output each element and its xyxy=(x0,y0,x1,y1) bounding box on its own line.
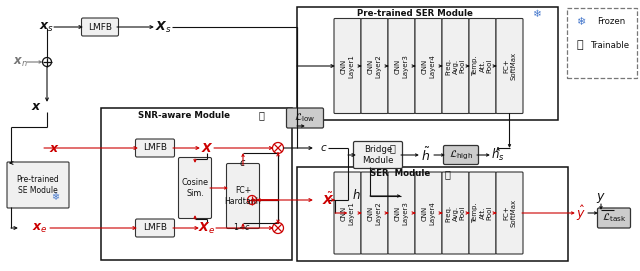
FancyBboxPatch shape xyxy=(388,18,415,114)
Text: $\boldsymbol{X}$: $\boldsymbol{X}$ xyxy=(200,141,213,154)
Text: 🔥: 🔥 xyxy=(577,40,583,50)
Text: Freq.
Avg.
Pool: Freq. Avg. Pool xyxy=(445,57,465,75)
FancyBboxPatch shape xyxy=(415,172,442,254)
FancyBboxPatch shape xyxy=(388,172,415,254)
Bar xyxy=(297,167,568,261)
Bar xyxy=(101,108,292,260)
Text: Freq.
Avg.
Pool: Freq. Avg. Pool xyxy=(445,204,465,222)
Text: Pre-trained
SE Module: Pre-trained SE Module xyxy=(17,175,60,195)
FancyBboxPatch shape xyxy=(179,157,211,218)
FancyBboxPatch shape xyxy=(227,163,259,228)
FancyBboxPatch shape xyxy=(81,18,118,36)
Text: CNN
Layer2: CNN Layer2 xyxy=(368,201,381,225)
Text: CNN
Layer2: CNN Layer2 xyxy=(368,54,381,78)
FancyBboxPatch shape xyxy=(334,172,361,254)
Text: 🔥: 🔥 xyxy=(258,110,264,120)
FancyBboxPatch shape xyxy=(598,208,630,228)
Text: Frozen: Frozen xyxy=(597,18,625,27)
Text: SNR-aware Module: SNR-aware Module xyxy=(138,111,230,120)
FancyBboxPatch shape xyxy=(7,162,69,208)
FancyBboxPatch shape xyxy=(334,18,361,114)
Text: Trainable: Trainable xyxy=(591,40,630,50)
Text: Bridge
Module: Bridge Module xyxy=(362,145,394,165)
Text: $\boldsymbol{x}_e$: $\boldsymbol{x}_e$ xyxy=(32,221,48,234)
Text: $\mathcal{L}_{\mathrm{low}}$: $\mathcal{L}_{\mathrm{low}}$ xyxy=(294,112,316,124)
FancyBboxPatch shape xyxy=(442,18,469,114)
Text: $y$: $y$ xyxy=(596,191,606,205)
Bar xyxy=(297,7,558,120)
FancyBboxPatch shape xyxy=(442,172,469,254)
Text: $\mathcal{L}_{\mathrm{high}}$: $\mathcal{L}_{\mathrm{high}}$ xyxy=(449,148,473,162)
FancyBboxPatch shape xyxy=(136,139,175,157)
Text: $1{-}c$: $1{-}c$ xyxy=(233,221,251,233)
Text: CNN
Layer4: CNN Layer4 xyxy=(422,54,435,78)
Text: $c$: $c$ xyxy=(320,143,328,153)
Text: ❄: ❄ xyxy=(51,192,59,202)
Text: FC+
Hardtanh: FC+ Hardtanh xyxy=(225,186,261,206)
Text: FC+
SoftMax: FC+ SoftMax xyxy=(503,52,516,80)
FancyBboxPatch shape xyxy=(469,172,496,254)
FancyBboxPatch shape xyxy=(353,141,403,169)
Text: $h_s$: $h_s$ xyxy=(492,147,505,163)
Text: $\boldsymbol{X}_e$: $\boldsymbol{X}_e$ xyxy=(198,220,216,235)
Text: CNN
Layer1: CNN Layer1 xyxy=(341,201,354,225)
FancyBboxPatch shape xyxy=(496,172,523,254)
FancyBboxPatch shape xyxy=(415,18,442,114)
Text: $\mathcal{L}_{\mathrm{task}}$: $\mathcal{L}_{\mathrm{task}}$ xyxy=(602,212,627,224)
Text: CNN
Layer4: CNN Layer4 xyxy=(422,201,435,225)
Text: LMFB: LMFB xyxy=(143,224,167,233)
FancyBboxPatch shape xyxy=(469,18,496,114)
Text: $\boldsymbol{x}$: $\boldsymbol{x}$ xyxy=(31,101,42,114)
Text: $\tilde{\boldsymbol{X}}$: $\tilde{\boldsymbol{X}}$ xyxy=(322,192,335,208)
Text: $\hat{y}$: $\hat{y}$ xyxy=(576,204,586,222)
Text: $\boldsymbol{x}$: $\boldsymbol{x}$ xyxy=(49,141,60,154)
FancyBboxPatch shape xyxy=(361,172,388,254)
FancyBboxPatch shape xyxy=(287,108,323,128)
Text: $\boldsymbol{X}_s$: $\boldsymbol{X}_s$ xyxy=(155,20,172,34)
Text: CNN
Layer3: CNN Layer3 xyxy=(395,201,408,225)
Text: CNN
Layer3: CNN Layer3 xyxy=(395,54,408,78)
Text: Temp.
Att.
Pool: Temp. Att. Pool xyxy=(472,203,493,223)
Text: ❄: ❄ xyxy=(532,9,540,19)
FancyBboxPatch shape xyxy=(496,18,523,114)
Text: $c$: $c$ xyxy=(239,158,246,168)
Text: $\tilde{h}$: $\tilde{h}$ xyxy=(422,146,431,164)
Text: Temp.
Att.
Pool: Temp. Att. Pool xyxy=(472,56,493,76)
Text: FC+
SoftMax: FC+ SoftMax xyxy=(503,199,516,227)
Text: ❄: ❄ xyxy=(576,17,586,27)
Text: $h$: $h$ xyxy=(351,188,360,202)
Text: Cosine
Sim.: Cosine Sim. xyxy=(182,178,209,198)
Text: Pre-trained SER Module: Pre-trained SER Module xyxy=(357,9,473,18)
Text: 🔥: 🔥 xyxy=(444,169,450,179)
Text: $\boldsymbol{x}_s$: $\boldsymbol{x}_s$ xyxy=(40,20,54,34)
FancyBboxPatch shape xyxy=(444,146,479,164)
Text: $\boldsymbol{x}_n$: $\boldsymbol{x}_n$ xyxy=(13,56,28,69)
FancyBboxPatch shape xyxy=(136,219,175,237)
Text: SER  Module: SER Module xyxy=(370,169,430,179)
Text: CNN
Layer1: CNN Layer1 xyxy=(341,54,354,78)
Text: LMFB: LMFB xyxy=(143,144,167,153)
Bar xyxy=(567,8,637,78)
Text: 🔥: 🔥 xyxy=(389,143,395,153)
Text: LMFB: LMFB xyxy=(88,22,112,31)
FancyBboxPatch shape xyxy=(361,18,388,114)
